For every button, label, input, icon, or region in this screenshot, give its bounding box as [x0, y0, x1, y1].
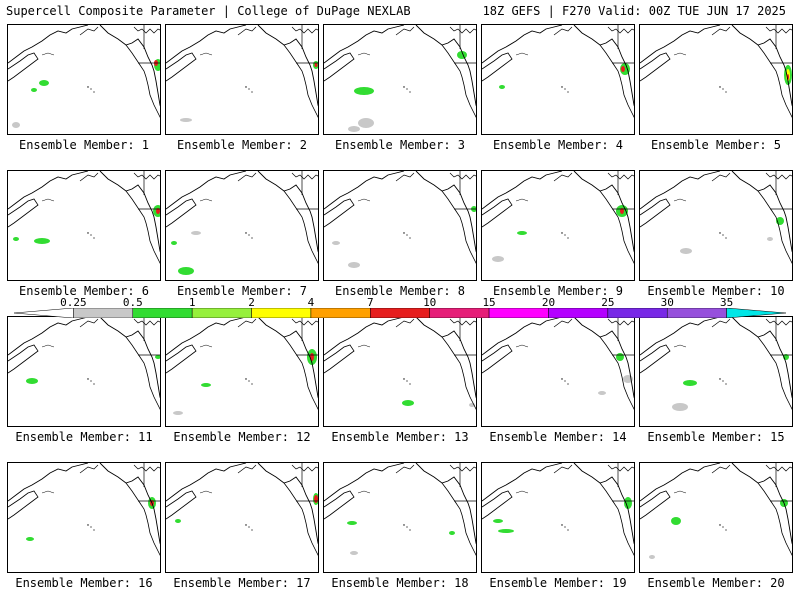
colorbar-tick-label: 10 — [423, 296, 437, 309]
member-label: Ensemble Member: 12 — [173, 430, 311, 444]
member-label: Ensemble Member: 13 — [331, 430, 469, 444]
member-label: Ensemble Member: 2 — [176, 138, 308, 152]
ensemble-map-panel — [639, 316, 793, 427]
colorbar-tick-label: 0.25 — [60, 296, 87, 309]
colorbar-segment — [488, 308, 549, 318]
colorbar-tick-label: 1 — [188, 296, 196, 309]
ensemble-map-panel — [481, 316, 635, 427]
colorbar-segment — [191, 308, 252, 318]
colorbar-segment — [726, 308, 786, 318]
ensemble-map-panel — [165, 24, 319, 135]
colorbar-segment — [607, 308, 668, 318]
map-title: Supercell Composite Parameter | College … — [6, 4, 411, 18]
member-label: Ensemble Member: 17 — [173, 576, 311, 590]
member-label: Ensemble Member: 19 — [489, 576, 627, 590]
ensemble-map-panel — [165, 170, 319, 281]
ensemble-map-panel — [639, 170, 793, 281]
ensemble-map-panel — [323, 316, 477, 427]
ensemble-map-panel — [481, 462, 635, 573]
colorbar-tick-label: 35 — [719, 296, 734, 309]
colorbar-tick-label: 30 — [660, 296, 674, 309]
map-canvas — [8, 171, 160, 264]
ensemble-map-panel — [323, 170, 477, 281]
colorbar-segment — [548, 308, 609, 318]
run-info: 18Z GEFS | F270 Valid: 00Z TUE JUN 17 20… — [482, 4, 786, 18]
member-label: Ensemble Member: 18 — [331, 576, 469, 590]
colorbar-segment — [370, 308, 430, 318]
ensemble-map-panel — [323, 24, 477, 135]
colorbar-tick-label: 2 — [248, 296, 255, 309]
ensemble-map-panel — [165, 462, 319, 573]
colorbar-tick-label: 20 — [541, 296, 556, 309]
ensemble-map-panel — [7, 24, 161, 135]
ensemble-map-panel — [7, 316, 161, 427]
map-canvas — [8, 317, 160, 410]
member-label: Ensemble Member: 5 — [650, 138, 782, 152]
member-label: Ensemble Member: 1 — [18, 138, 150, 152]
map-canvas — [166, 317, 318, 415]
ensemble-map-panel — [7, 462, 161, 573]
member-label: Ensemble Member: 15 — [647, 430, 785, 444]
ensemble-map-panel — [639, 462, 793, 573]
colorbar-tick-label: 7 — [366, 296, 374, 309]
member-label: Ensemble Member: 3 — [334, 138, 466, 152]
color-scale-bar — [14, 308, 786, 318]
member-label: Ensemble Member: 16 — [15, 576, 153, 590]
ensemble-map-panel — [639, 24, 793, 135]
map-canvas — [8, 25, 160, 128]
map-canvas — [324, 25, 476, 132]
ensemble-map-panel — [323, 462, 477, 573]
colorbar-tick-label: 25 — [601, 296, 615, 309]
map-canvas — [324, 317, 476, 410]
ensemble-map-panel — [7, 170, 161, 281]
colorbar-tick-label: 0.5 — [122, 296, 143, 309]
map-canvas — [482, 463, 634, 556]
colorbar-tick-label: 4 — [307, 296, 315, 309]
member-label: Ensemble Member: 14 — [489, 430, 627, 444]
map-canvas — [166, 25, 318, 122]
map-canvas — [8, 463, 160, 556]
colorbar-segment — [132, 308, 193, 318]
member-label: Ensemble Member: 11 — [15, 430, 153, 444]
map-canvas — [640, 25, 792, 118]
map-canvas — [640, 317, 792, 411]
member-label: Ensemble Member: 6 — [18, 284, 150, 298]
map-canvas — [324, 171, 476, 268]
member-label: Ensemble Member: 10 — [647, 284, 785, 298]
colorbar-segment — [73, 308, 134, 318]
map-canvas — [482, 317, 634, 410]
map-canvas — [166, 171, 318, 275]
map-canvas — [482, 25, 634, 118]
map-canvas — [324, 463, 476, 556]
member-label: Ensemble Member: 7 — [176, 284, 308, 298]
member-label: Ensemble Member: 9 — [492, 284, 624, 298]
member-label: Ensemble Member: 8 — [334, 284, 466, 298]
map-canvas — [640, 463, 792, 559]
member-label: Ensemble Member: 20 — [647, 576, 785, 590]
map-canvas — [166, 463, 318, 556]
colorbar-segment — [429, 308, 490, 318]
colorbar-segment — [251, 308, 312, 318]
colorbar-tick-label: 15 — [482, 296, 496, 309]
ensemble-map-panel — [481, 170, 635, 281]
ensemble-map-panel — [165, 316, 319, 427]
member-label: Ensemble Member: 4 — [492, 138, 624, 152]
map-canvas — [482, 171, 634, 264]
ensemble-map-panel — [481, 24, 635, 135]
colorbar-segment — [310, 308, 371, 318]
map-canvas — [640, 171, 792, 264]
colorbar-segment — [14, 308, 74, 318]
colorbar-segment — [666, 308, 727, 318]
